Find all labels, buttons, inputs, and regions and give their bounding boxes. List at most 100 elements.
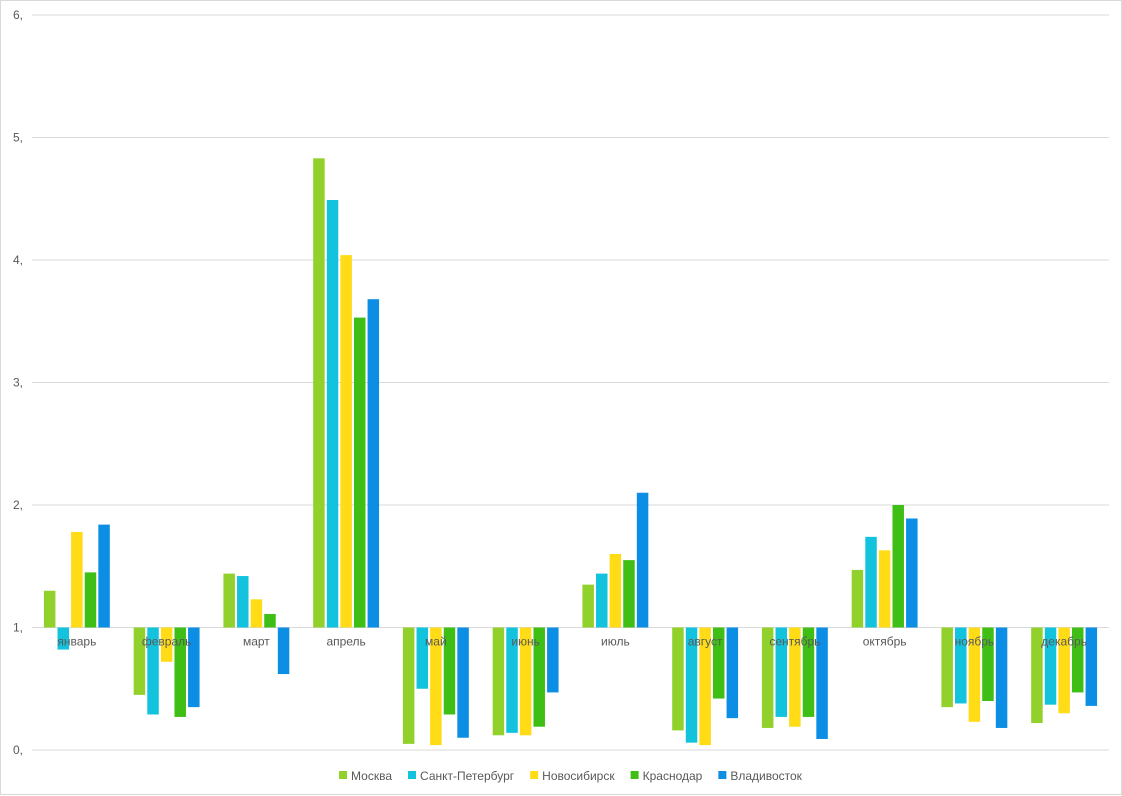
bar-5-июль [636,492,649,628]
legend-label: Краснодар [643,769,703,783]
bar-5-ноябрь [995,627,1008,728]
gridlines [32,14,1109,751]
bar-1-октябрь [851,569,864,628]
legend-item: Москва [339,769,392,783]
bar-5-март [277,627,290,675]
legend-label: Владивосток [730,769,802,783]
bar-2-апрель [326,199,339,628]
y-tick-label: 2, [13,498,23,512]
bar-3-февраль [160,627,173,662]
legend-item: Владивосток [718,769,803,783]
bar-1-февраль [133,627,146,695]
bar-5-май [457,627,469,738]
bar-2-февраль [147,627,159,715]
bar-1-август [672,627,684,731]
category-label: январь [57,635,96,649]
bar-1-июль [582,584,594,628]
bar-4-февраль [174,627,186,717]
category-label: июль [601,635,630,649]
legend-label: Санкт-Петербург [420,769,515,783]
bar-3-октябрь [878,550,891,628]
legend-swatch [408,771,417,779]
bar-5-сентябрь [816,627,828,739]
bar-4-март [264,614,276,628]
category-label: август [688,635,723,649]
bar-3-январь [71,531,83,628]
bar-4-апрель [353,317,366,628]
bar-5-август [726,627,739,719]
bar-2-май [416,627,429,689]
legend-swatch [718,771,727,779]
category-label: май [425,635,447,649]
bar-3-апрель [340,255,352,628]
bar-2-июль [596,573,608,628]
bar-4-июль [623,560,635,628]
bar-4-сентябрь [802,627,815,717]
legend-swatch [530,771,539,779]
y-tick-label: 0, [13,743,23,757]
y-tick-label: 4, [13,253,23,267]
bar-2-ноябрь [955,627,967,704]
legend-item: Санкт-Петербург [408,769,515,783]
bar-1-ноябрь [941,627,953,708]
category-label: апрель [326,635,365,649]
bar-1-май [402,627,415,744]
bar-3-сентябрь [789,627,801,727]
bar-4-январь [84,572,97,628]
bar-3-март [250,599,263,628]
bar-1-декабрь [1031,627,1043,724]
legend-item: Краснодар [630,769,703,783]
bar-2-сентябрь [775,627,788,717]
legend: Москва Санкт-Петербург Новосибирск Краснода… [339,769,803,783]
legend-swatch [630,771,639,779]
y-axis-tick-labels: 0, 1, 2, 3, 4, 5, 6, [13,8,23,757]
category-label: октябрь [863,635,907,649]
bar-5-февраль [188,627,200,708]
category-label: декабрь [1041,635,1087,649]
bar-3-июль [609,554,622,628]
bar-2-январь [57,627,70,650]
bar-1-март [223,573,235,628]
bar-1-январь [43,590,56,628]
bar-5-декабрь [1085,627,1098,706]
category-labels: январь февраль март апрель май июнь июль август… [57,635,1087,649]
category-label: июнь [511,635,540,649]
bar-4-декабрь [1071,627,1084,693]
bars [43,158,1098,746]
bar-4-июнь [533,627,545,727]
bar-2-декабрь [1044,627,1057,705]
bar-1-апрель [313,158,325,628]
bar-3-ноябрь [968,627,981,722]
bar-1-июнь [492,627,505,736]
category-label: сентябрь [769,635,820,649]
bar-3-июнь [519,627,532,736]
bar-2-март [237,576,249,628]
y-tick-label: 6, [13,8,23,22]
bar-5-июнь [547,627,559,693]
category-label: ноябрь [955,635,995,649]
bar-4-май [443,627,456,715]
bar-4-август [712,627,725,699]
y-tick-label: 5, [13,131,23,145]
bar-5-январь [98,524,110,628]
bar-1-сентябрь [761,627,774,728]
bar-3-май [430,627,442,746]
bar-2-август [685,627,698,743]
legend-item: Новосибирск [530,769,615,783]
y-tick-label: 3, [13,376,23,390]
bar-2-октябрь [865,536,877,628]
bar-5-апрель [367,299,380,628]
category-label: февраль [142,635,192,649]
bar-3-август [699,627,711,746]
bar-3-декабрь [1058,627,1070,714]
bar-4-ноябрь [982,627,994,701]
legend-label: Москва [351,769,392,783]
bar-5-октябрь [906,518,918,628]
bar-2-июнь [506,627,518,733]
legend-swatch [339,771,348,779]
category-label: март [243,635,270,649]
y-tick-label: 1, [13,621,23,635]
bar-4-октябрь [892,505,904,628]
